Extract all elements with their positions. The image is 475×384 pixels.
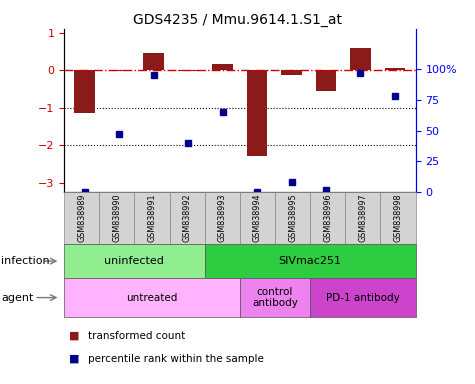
Text: percentile rank within the sample: percentile rank within the sample (88, 354, 264, 364)
Text: GSM838997: GSM838997 (359, 194, 367, 242)
Bar (143, 53, 164, 70)
Text: infection: infection (1, 256, 49, 266)
Text: GSM838995: GSM838995 (288, 194, 297, 242)
Text: GSM838992: GSM838992 (183, 194, 191, 242)
Bar (178, 70, 199, 71)
Text: untreated: untreated (126, 293, 178, 303)
Bar (212, 65, 233, 70)
Text: GSM838993: GSM838993 (218, 194, 227, 242)
Text: uninfected: uninfected (104, 256, 164, 266)
Bar (281, 70, 302, 74)
Text: ■: ■ (69, 331, 79, 341)
Bar (316, 70, 336, 91)
Text: PD-1 antibody: PD-1 antibody (326, 293, 400, 303)
Text: GSM838989: GSM838989 (77, 194, 86, 242)
Bar (75, 70, 95, 113)
Text: transformed count: transformed count (88, 331, 185, 341)
Text: GSM838996: GSM838996 (323, 194, 332, 242)
Text: GSM838991: GSM838991 (148, 194, 156, 242)
Text: GSM838994: GSM838994 (253, 194, 262, 242)
Bar (247, 70, 267, 156)
Text: ■: ■ (69, 354, 79, 364)
Text: GDS4235 / Mmu.9614.1.S1_at: GDS4235 / Mmu.9614.1.S1_at (133, 13, 342, 27)
Bar (109, 70, 130, 71)
Bar (350, 48, 371, 70)
Text: control
antibody: control antibody (252, 287, 298, 308)
Text: SIVmac251: SIVmac251 (279, 256, 342, 266)
Text: GSM838998: GSM838998 (394, 194, 402, 242)
Bar (385, 68, 405, 70)
Text: agent: agent (1, 293, 33, 303)
Text: GSM838990: GSM838990 (113, 194, 121, 242)
